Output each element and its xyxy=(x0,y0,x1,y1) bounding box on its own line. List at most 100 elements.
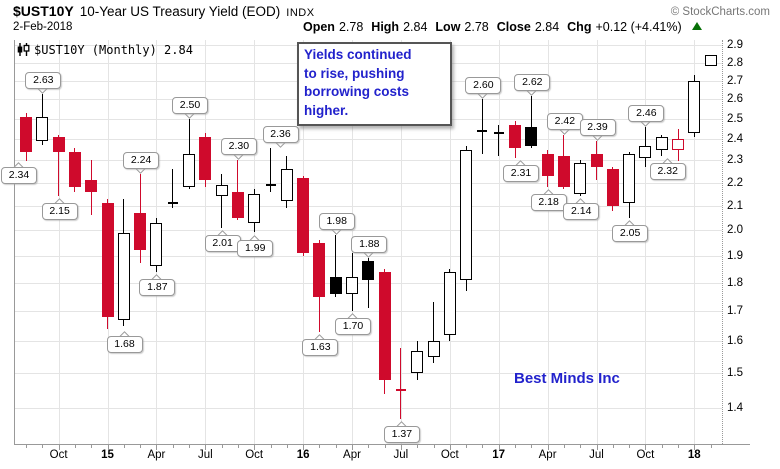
candle xyxy=(639,145,652,159)
y-axis-label: 2.2 xyxy=(727,176,743,189)
axis-tick xyxy=(596,445,598,450)
candle-doji-dash xyxy=(265,183,276,186)
axis-tick xyxy=(547,445,549,450)
axis-tick xyxy=(270,445,272,448)
candle xyxy=(460,149,473,280)
x-axis-label: 17 xyxy=(492,449,506,461)
annotation-line: Yields continued xyxy=(304,47,412,62)
candle xyxy=(215,184,228,197)
axis-tick xyxy=(237,445,239,448)
axis-tick xyxy=(384,445,386,448)
y-axis-label: 2.3 xyxy=(727,154,743,167)
candle xyxy=(688,80,701,134)
x-axis-label: Apr xyxy=(538,449,557,461)
price-callout: 2.50 xyxy=(172,96,208,114)
price-callout: 2.39 xyxy=(579,119,616,137)
gridline xyxy=(596,40,598,444)
candle-wick xyxy=(172,169,174,209)
axis-tick xyxy=(189,445,190,448)
annotation-line: borrowing costs xyxy=(304,84,410,99)
candle xyxy=(541,154,554,176)
candle xyxy=(378,271,391,380)
candle xyxy=(346,277,358,294)
axis-tick xyxy=(563,445,565,448)
candle xyxy=(606,169,619,206)
axis-tick xyxy=(156,445,158,450)
price-callout: 2.24 xyxy=(123,151,160,169)
x-axis-label: 18 xyxy=(687,449,701,461)
x-axis-label: Apr xyxy=(343,449,361,461)
high-value: 2.84 xyxy=(403,20,428,34)
candle xyxy=(199,137,212,181)
change-value: +0.12 (+4.41%) xyxy=(595,20,682,34)
gridline xyxy=(14,341,722,343)
y-axis-label: 2.9 xyxy=(727,39,743,51)
axis-tick xyxy=(140,445,142,448)
candle-doji-dash xyxy=(395,389,406,392)
gridline xyxy=(547,40,549,444)
candle xyxy=(134,212,147,251)
candle-wick xyxy=(433,302,434,364)
axis-tick xyxy=(498,445,500,450)
price-callout: 1.98 xyxy=(318,213,355,231)
gridline xyxy=(14,205,722,207)
candle xyxy=(85,180,98,192)
candle-doji-dash xyxy=(477,130,488,132)
axis-tick xyxy=(482,445,484,448)
candle xyxy=(183,154,195,188)
candle xyxy=(52,137,65,152)
exchange-tag: INDX xyxy=(286,7,315,19)
candle xyxy=(248,194,261,223)
candle-wick xyxy=(270,147,271,192)
axis-tick xyxy=(710,445,712,448)
legend-text: $UST10Y (Monthly) 2.84 xyxy=(34,43,193,57)
axis-tick xyxy=(531,445,533,448)
axis-line xyxy=(14,444,750,445)
gridline xyxy=(14,311,722,312)
candle-doji-dash xyxy=(167,202,178,205)
axis-tick xyxy=(286,445,288,448)
chart-title-row: $UST10Y 10-Year US Treasury Yield (EOD) IN… xyxy=(13,3,315,21)
change-label: Chg xyxy=(567,20,592,34)
x-axis-label: 15 xyxy=(101,449,114,461)
gridline xyxy=(14,139,722,141)
x-axis-label: Jul xyxy=(393,449,409,461)
symbol-ticker: $UST10Y xyxy=(13,3,74,19)
price-callout: 1.88 xyxy=(351,236,388,254)
candle-wick xyxy=(367,258,369,308)
candle xyxy=(704,55,717,66)
axis-tick xyxy=(107,445,109,450)
open-label: Open xyxy=(303,20,335,34)
axis-tick xyxy=(26,445,27,448)
axis-tick xyxy=(91,445,93,448)
candle-wick xyxy=(58,135,60,197)
axis-tick xyxy=(612,445,614,448)
axis-tick xyxy=(221,445,223,448)
close-value: 2.84 xyxy=(534,20,560,34)
price-callout: 1.68 xyxy=(106,335,143,353)
candle xyxy=(150,222,163,267)
axis-tick xyxy=(58,445,60,450)
axis-tick xyxy=(678,445,679,448)
y-axis-label: 2.5 xyxy=(727,112,743,125)
axis-tick xyxy=(123,445,125,448)
gridline xyxy=(645,40,647,444)
series-legend: $UST10Y (Monthly) 2.84 xyxy=(17,43,193,57)
price-callout: 2.42 xyxy=(546,113,583,131)
watermark-best-minds: Best Minds Inc xyxy=(514,370,620,387)
candle xyxy=(280,169,293,201)
candle-wick xyxy=(498,124,500,157)
annotation-line: higher. xyxy=(304,102,349,118)
low-value: 2.78 xyxy=(464,20,489,34)
price-callout: 1.70 xyxy=(335,318,371,335)
gridline xyxy=(498,40,500,444)
candle-wick xyxy=(400,347,402,419)
price-callout: 2.62 xyxy=(514,73,551,91)
axis-tick xyxy=(400,445,402,450)
y-axis-label: 1.6 xyxy=(727,335,743,348)
candle xyxy=(297,178,310,253)
gridline xyxy=(14,230,722,232)
axis-tick xyxy=(515,445,516,448)
